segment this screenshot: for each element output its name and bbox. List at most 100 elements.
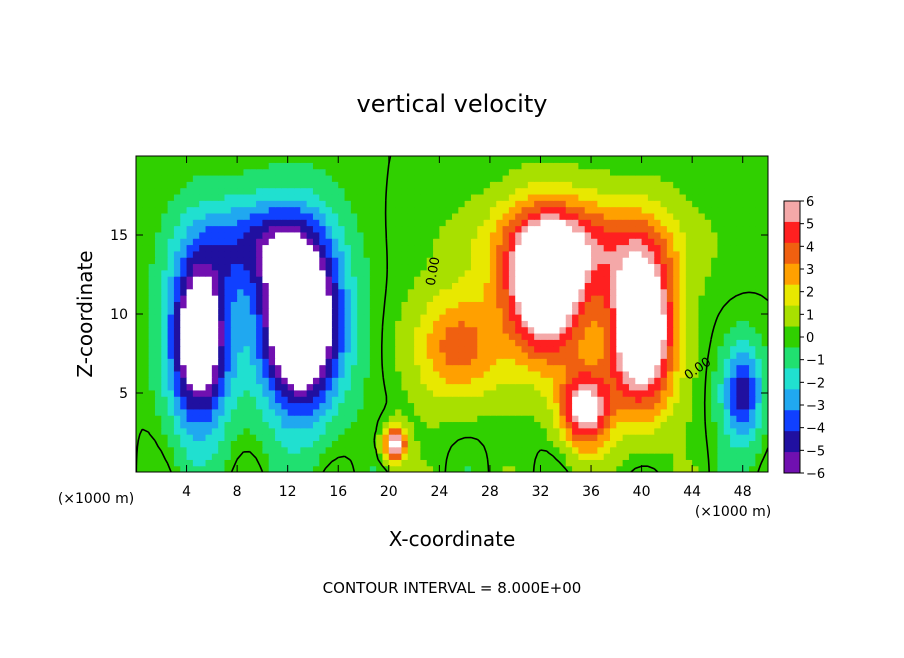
field-cell [723,421,731,429]
field-cell [192,212,200,220]
field-cell [584,389,592,397]
field-cell [597,314,605,321]
field-cell [300,212,308,220]
field-cell [502,440,510,448]
field-cell [546,453,554,460]
field-cell [711,446,719,454]
field-cell [755,314,763,321]
field-cell [559,181,567,189]
field-cell [628,244,636,252]
field-cell [534,459,542,467]
field-cell [723,295,731,302]
field-cell [660,332,668,340]
field-cell [350,269,358,277]
field-cell [496,187,504,195]
field-cell [673,263,681,271]
field-cell [388,383,396,391]
field-cell [445,415,453,423]
field-cell [186,314,194,321]
field-cell [736,301,744,309]
field-cell [256,383,263,391]
field-cell [395,421,403,429]
field-cell [458,364,466,372]
field-cell [540,200,548,208]
field-cell [306,332,314,340]
field-cell [578,453,586,460]
field-cell [363,389,371,397]
field-cell [173,408,181,416]
field-cell [723,370,731,378]
field-cell [603,440,611,448]
field-cell [192,168,200,176]
field-cell [357,276,365,283]
field-cell [300,364,308,372]
field-cell [218,200,226,208]
field-cell [186,389,194,397]
field-cell [470,288,478,296]
field-cell [300,231,308,239]
field-cell [281,459,289,467]
field-cell [673,282,681,290]
field-cell [376,212,384,220]
field-cell [376,181,384,189]
field-cell [666,332,674,340]
field-cell [654,200,662,208]
field-cell [331,288,339,296]
field-cell [420,244,428,252]
field-cell [173,459,181,467]
field-cell [205,408,213,416]
field-cell [445,174,453,182]
field-cell [407,396,415,404]
field-cell [749,358,756,366]
field-cell [584,326,592,334]
field-cell [142,459,150,467]
field-cell [205,187,213,195]
field-cell [294,295,301,302]
field-cell [704,415,712,423]
field-cell [407,269,415,277]
field-cell [350,187,358,195]
field-cell [698,225,706,233]
field-cell [205,434,213,441]
field-cell [363,351,371,359]
field-cell [477,427,485,435]
field-cell [369,345,377,353]
field-cell [287,231,295,239]
field-cell [445,206,453,214]
field-cell [515,314,523,321]
field-cell [205,250,213,258]
field-cell [445,320,453,328]
field-cell [205,263,213,271]
field-cell [761,415,768,423]
field-cell [572,212,579,220]
field-cell [610,314,617,321]
field-cell [679,332,687,340]
field-cell [407,168,415,176]
field-cell [489,383,497,391]
field-cell [591,465,598,472]
field-cell [660,377,668,385]
field-cell [559,364,567,372]
field-cell [407,301,415,309]
field-cell [420,370,428,378]
field-cell [249,434,257,441]
field-cell [723,434,731,441]
field-cell [243,434,251,441]
field-cell [723,301,731,309]
field-cell [312,238,320,246]
field-cell [553,307,561,315]
field-cell [508,269,516,277]
field-cell [173,238,181,246]
field-cell [275,219,282,227]
field-cell [199,295,207,302]
field-cell [420,307,428,315]
field-cell [679,446,687,454]
field-cell [692,219,700,227]
field-cell [749,314,756,321]
field-cell [445,295,453,302]
field-cell [136,332,143,340]
field-cell [698,250,706,258]
field-cell [679,459,687,467]
field-cell [534,206,542,214]
field-cell [654,364,662,372]
